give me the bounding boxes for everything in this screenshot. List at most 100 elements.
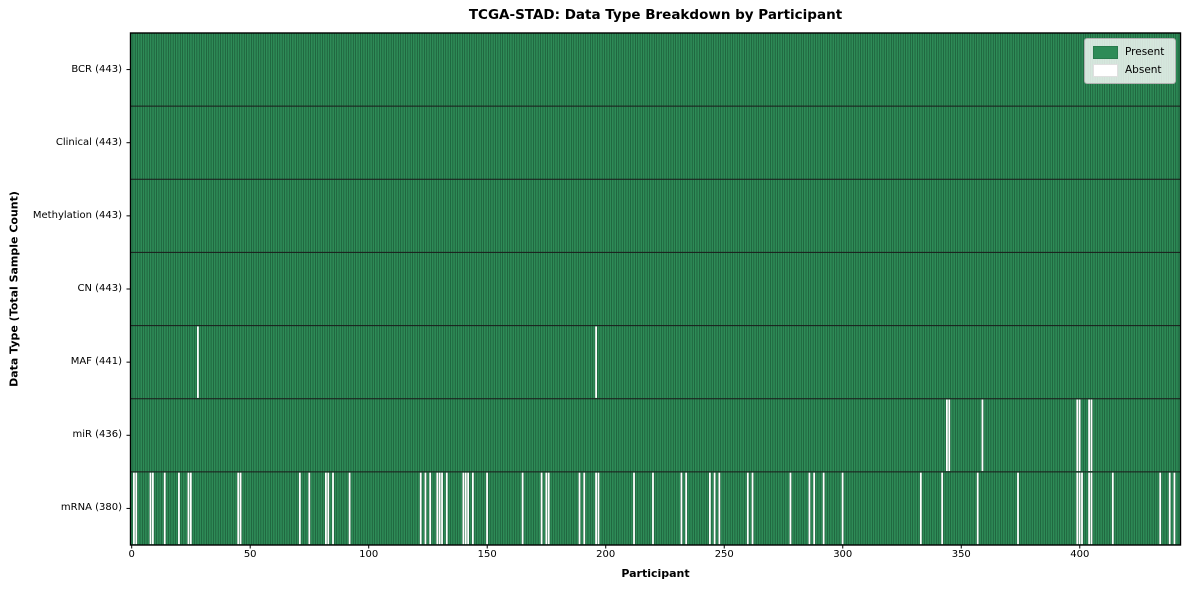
legend-entry-present: Present xyxy=(1093,45,1175,59)
absent-cell xyxy=(808,472,811,545)
absent-cell xyxy=(1168,472,1171,545)
absent-cell xyxy=(595,326,597,398)
absent-cell xyxy=(685,472,688,545)
y-tick-label-BCR: BCR (443) xyxy=(71,63,122,75)
absent-cell xyxy=(813,472,816,545)
chart-title: TCGA-STAD: Data Type Breakdown by Partic… xyxy=(468,7,843,23)
x-tick-label-400: 400 xyxy=(1070,549,1090,560)
x-tick-label-50: 50 xyxy=(243,549,257,560)
absent-cell xyxy=(597,472,600,545)
absent-cell xyxy=(237,472,240,545)
absent-cell xyxy=(178,472,180,545)
legend-label-absent: Absent xyxy=(1125,64,1162,76)
y-tick-label-mRNA: mRNA (380) xyxy=(60,502,122,514)
absent-cell xyxy=(419,472,422,545)
absent-cell xyxy=(445,472,448,545)
absent-cell xyxy=(1078,399,1081,472)
absent-cell xyxy=(941,472,944,545)
absent-cell xyxy=(578,472,581,545)
x-tick-label-0: 0 xyxy=(128,549,135,560)
x-tick-label-100: 100 xyxy=(359,549,379,560)
x-tick-label-350: 350 xyxy=(951,549,971,560)
absent-cell xyxy=(521,472,524,545)
y-tick-label-miR: miR (436) xyxy=(72,429,122,441)
absent-cell xyxy=(948,399,951,472)
absent-cell xyxy=(438,472,441,545)
absent-cell xyxy=(239,472,242,545)
absent-cell xyxy=(187,472,190,545)
legend-label-present: Present xyxy=(1125,46,1165,58)
absent-cell xyxy=(751,472,754,545)
x-tick-label-150: 150 xyxy=(477,549,497,560)
absent-cell xyxy=(436,472,439,545)
absent-cell xyxy=(1078,472,1081,545)
absent-cell xyxy=(652,472,654,545)
absent-cell xyxy=(713,472,716,545)
x-tick-label-300: 300 xyxy=(833,549,853,560)
absent-cell xyxy=(471,472,474,545)
absent-cell xyxy=(151,472,154,545)
present-cells xyxy=(130,33,1181,545)
absent-cell xyxy=(135,472,138,545)
y-tick-label-CN: CN (443) xyxy=(77,283,122,294)
absent-cell xyxy=(441,472,443,545)
absent-cell xyxy=(1159,472,1162,545)
absent-cell xyxy=(718,472,721,545)
absent-cell xyxy=(308,472,311,545)
absent-cell xyxy=(1173,472,1176,545)
absent-cell xyxy=(746,472,749,545)
absent-cell xyxy=(919,472,922,545)
absent-cell xyxy=(462,472,465,545)
absent-cell xyxy=(332,472,334,545)
absent-cell xyxy=(1090,472,1093,545)
absent-cell xyxy=(163,472,166,545)
absent-cell xyxy=(467,472,469,545)
absent-cell xyxy=(424,472,427,545)
absent-cell xyxy=(547,472,550,545)
absent-cell xyxy=(1076,472,1079,545)
absent-cell xyxy=(981,399,984,472)
absent-cell xyxy=(149,472,152,545)
absent-cell xyxy=(583,472,586,545)
absent-cell xyxy=(133,472,135,545)
absent-cell xyxy=(325,472,327,545)
legend: Present Absent xyxy=(1084,38,1176,84)
absent-cell xyxy=(197,326,199,398)
x-axis-label: Participant xyxy=(621,567,690,580)
x-tick-label-250: 250 xyxy=(714,549,734,560)
legend-entry-absent: Absent xyxy=(1093,63,1175,77)
absent-cell xyxy=(1111,472,1114,545)
absent-cell xyxy=(680,472,683,545)
absent-cell xyxy=(1017,472,1019,545)
absent-cell xyxy=(486,472,488,545)
absent-cell xyxy=(1088,399,1090,472)
absent-cell xyxy=(595,472,597,545)
absent-cell xyxy=(1090,399,1093,472)
absent-cell xyxy=(1081,472,1083,545)
absent-swatch-icon xyxy=(1093,63,1118,77)
y-tick-label-Clinical: Clinical (443) xyxy=(55,136,122,148)
x-tick-label-200: 200 xyxy=(596,549,616,560)
absent-cell xyxy=(348,472,351,545)
absent-cell xyxy=(708,472,711,545)
absent-cell xyxy=(540,472,543,545)
present-swatch-icon xyxy=(1093,45,1118,59)
absent-cell xyxy=(822,472,825,545)
absent-cell xyxy=(189,472,192,545)
absent-cell xyxy=(1076,399,1079,472)
absent-cell xyxy=(946,399,948,472)
absent-cell xyxy=(464,472,467,545)
absent-cell xyxy=(298,472,301,545)
absent-cell xyxy=(1088,472,1090,545)
y-tick-label-MAF: MAF (441) xyxy=(70,356,122,368)
absent-cell xyxy=(789,472,792,545)
absent-cell xyxy=(545,472,548,545)
absent-cell xyxy=(976,472,979,545)
absent-cell xyxy=(327,472,330,545)
absent-cell xyxy=(429,472,432,545)
absent-cell xyxy=(633,472,635,545)
absent-cell xyxy=(841,472,844,545)
y-tick-label-Methylation: Methylation (443) xyxy=(32,209,122,221)
